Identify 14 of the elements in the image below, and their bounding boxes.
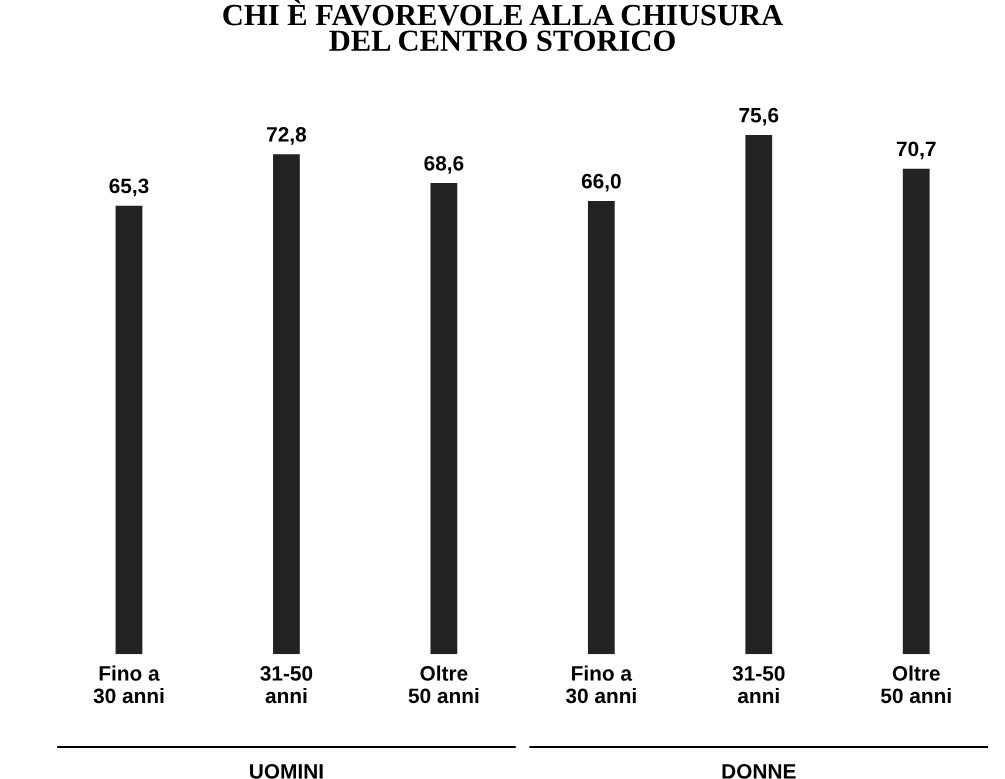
x-tick-label: Fino a 30 anni: [93, 665, 164, 704]
x-tick-label: 31-50 anni: [732, 666, 785, 704]
x-tick-label: 31-50 anni: [260, 666, 313, 704]
data-label: 68,6: [424, 155, 464, 174]
data-label: 70,7: [896, 141, 936, 160]
x-tick-label: Fino a 30 anni: [565, 665, 636, 704]
text: DONNE: [722, 763, 796, 779]
data-label: 75,6: [739, 107, 779, 126]
data-label: 65,3: [109, 178, 149, 197]
data-label: 72,8: [267, 127, 307, 145]
data-label: 66,0: [581, 173, 621, 192]
text: UOMINI: [250, 763, 323, 779]
x-tick-label: Oltre 50 anni: [408, 665, 479, 704]
x-tick-label: Oltre 50 anni: [880, 665, 951, 704]
